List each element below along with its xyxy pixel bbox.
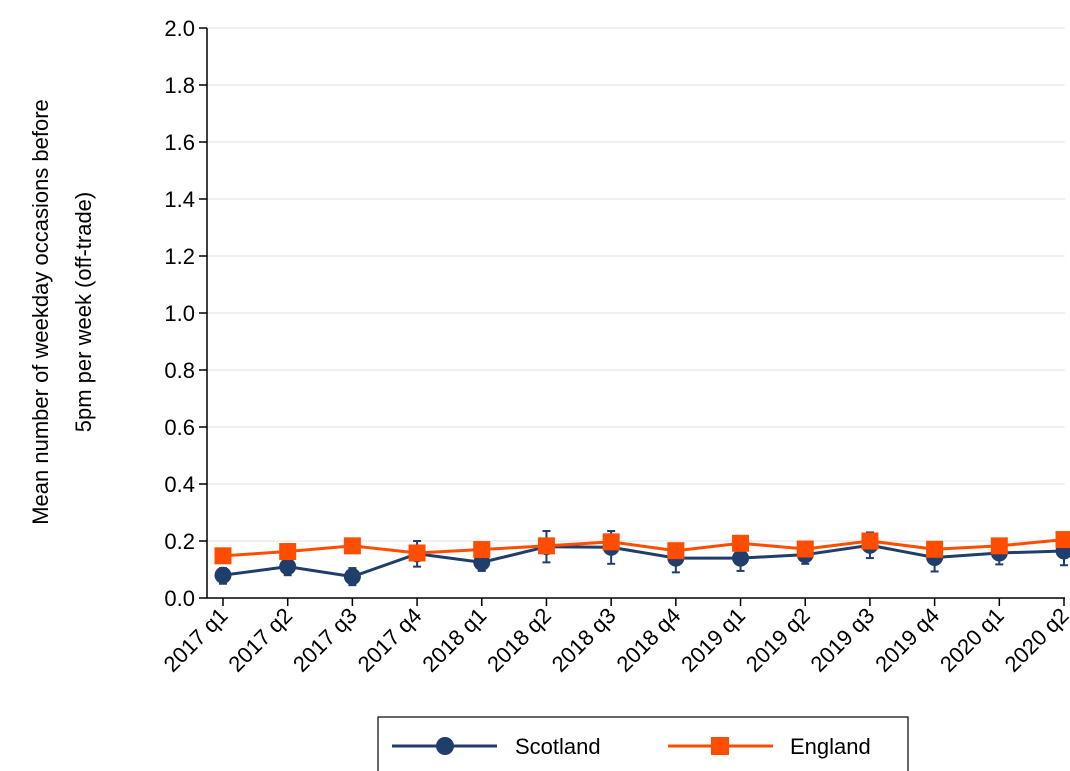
y-tick-label: 1.4	[164, 187, 195, 212]
england-point	[667, 542, 685, 560]
x-tick-label: 2018 q3	[547, 603, 621, 677]
england-point	[343, 537, 361, 555]
england-point	[926, 540, 944, 558]
y-axis-label: Mean number of weekday occasions before …	[28, 99, 96, 525]
england-point	[602, 533, 620, 551]
scotland-point	[214, 566, 232, 584]
scotland-line	[222, 543, 1065, 579]
scotland-point	[343, 568, 361, 586]
x-tick-label: 2017 q1	[159, 603, 233, 677]
scotland-point	[473, 553, 491, 571]
legend-box	[377, 716, 909, 771]
x-tick-label: 2017 q4	[353, 603, 427, 677]
y-tick-label: 2.0	[164, 16, 195, 41]
x-tick-label: 2019 q1	[676, 603, 750, 677]
x-tick-label: 2017 q3	[288, 603, 362, 677]
england-point	[537, 537, 555, 555]
scotland-point	[732, 549, 750, 567]
y-tick-label: 1.2	[164, 244, 195, 269]
y-axis-label-line-1: Mean number of weekday occasions before	[28, 99, 53, 525]
england-line	[222, 538, 1065, 558]
legend-scotland-marker	[436, 737, 454, 755]
x-tick-label: 2018 q2	[482, 603, 556, 677]
england-point	[1055, 531, 1070, 549]
x-tick-label: 2020 q1	[935, 603, 1009, 677]
y-tick-label: 1.0	[164, 301, 195, 326]
y-tick-label: 0.2	[164, 529, 195, 554]
gridlines	[207, 27, 1065, 542]
y-tick-labels: 0.0 0.2 0.4 0.6 0.8 1.0 1.2 1.4 1.6 1.8 2.0	[164, 16, 207, 611]
england-point	[796, 540, 814, 558]
x-tick-label: 2018 q1	[417, 603, 491, 677]
england-point	[732, 534, 750, 552]
x-tick-label: 2019 q4	[870, 603, 944, 677]
y-tick-label: 1.6	[164, 130, 195, 155]
series	[214, 530, 1070, 587]
y-tick-label: 0.0	[164, 586, 195, 611]
england-point	[214, 547, 232, 565]
legend: Scotland England	[377, 716, 909, 771]
legend-england-marker	[711, 737, 729, 755]
x-tick-label: 2017 q2	[223, 603, 297, 677]
england-point	[990, 537, 1008, 555]
legend-scotland-label: Scotland	[515, 734, 601, 759]
y-tick-label: 0.6	[164, 415, 195, 440]
england-point	[861, 532, 879, 550]
x-tick-label: 2019 q2	[741, 603, 815, 677]
y-tick-label: 0.8	[164, 358, 195, 383]
y-tick-label: 0.4	[164, 472, 195, 497]
y-tick-label: 1.8	[164, 73, 195, 98]
legend-england-label: England	[790, 734, 871, 759]
x-tick-label: 2018 q4	[611, 603, 685, 677]
x-tick-label: 2020 q2	[1000, 603, 1070, 677]
england-point	[473, 541, 491, 559]
england-point	[408, 544, 426, 562]
x-tick-label: 2019 q3	[806, 603, 880, 677]
y-axis-label-line-2: 5pm per week (off-trade)	[71, 192, 96, 432]
scotland-point	[279, 558, 297, 576]
england-point	[279, 543, 297, 561]
